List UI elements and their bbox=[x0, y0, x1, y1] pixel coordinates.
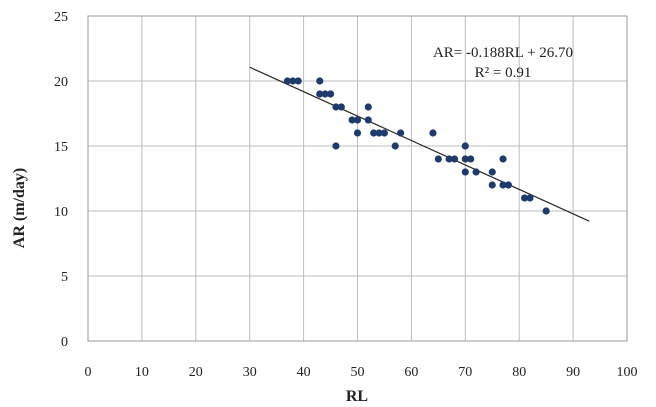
y-axis-ticks: 0 5 10 15 20 25 bbox=[54, 10, 68, 350]
data-point bbox=[461, 168, 469, 176]
trendline-equation: AR= -0.188RL + 26.70 bbox=[433, 45, 573, 61]
y-tick-label: 25 bbox=[54, 10, 68, 25]
data-point bbox=[450, 155, 459, 163]
y-tick-label: 0 bbox=[61, 335, 68, 350]
data-point bbox=[504, 181, 513, 189]
trendline-group bbox=[249, 66, 590, 222]
y-tick-label: 15 bbox=[54, 140, 68, 155]
x-tick-label: 30 bbox=[243, 365, 257, 380]
data-point bbox=[391, 142, 399, 150]
data-point bbox=[380, 129, 389, 137]
y-tick-label: 20 bbox=[54, 75, 68, 90]
data-point bbox=[337, 103, 345, 111]
x-tick-label: 0 bbox=[85, 365, 92, 380]
x-tick-label: 90 bbox=[566, 365, 580, 380]
r-squared-label: R² = 0.91 bbox=[475, 65, 532, 81]
x-axis-label: RL bbox=[346, 388, 368, 405]
data-point bbox=[364, 116, 372, 124]
data-point bbox=[434, 155, 442, 163]
data-points bbox=[283, 77, 550, 215]
x-tick-label: 10 bbox=[135, 365, 149, 380]
x-tick-label: 20 bbox=[189, 365, 203, 380]
data-point bbox=[321, 90, 329, 98]
data-point bbox=[526, 194, 534, 202]
data-point bbox=[445, 155, 453, 163]
x-tick-label: 50 bbox=[351, 365, 365, 380]
trendline bbox=[249, 66, 590, 222]
y-axis-label: AR (m/day) bbox=[11, 168, 28, 248]
data-point bbox=[472, 168, 480, 176]
data-point bbox=[499, 181, 507, 189]
x-tick-label: 80 bbox=[512, 365, 526, 380]
data-point bbox=[348, 116, 356, 124]
data-point bbox=[397, 129, 405, 137]
data-point bbox=[499, 155, 507, 163]
x-tick-label: 40 bbox=[297, 365, 311, 380]
data-point bbox=[488, 181, 496, 189]
data-point bbox=[332, 103, 340, 111]
data-point bbox=[332, 142, 340, 150]
x-tick-label: 100 bbox=[617, 365, 638, 380]
data-point bbox=[316, 77, 324, 85]
data-point bbox=[520, 194, 529, 202]
data-point bbox=[364, 103, 372, 111]
data-point bbox=[353, 116, 362, 124]
data-point bbox=[294, 77, 302, 85]
data-point bbox=[353, 129, 362, 137]
data-point bbox=[429, 129, 437, 137]
data-point bbox=[316, 90, 324, 98]
plot-area-frame bbox=[87, 15, 628, 342]
x-axis-ticks: 0 10 20 30 40 50 60 70 80 90 100 bbox=[85, 365, 638, 380]
data-point bbox=[326, 90, 335, 98]
data-point bbox=[467, 155, 475, 163]
data-point bbox=[283, 77, 292, 85]
data-point bbox=[461, 155, 469, 163]
y-tick-label: 10 bbox=[54, 205, 68, 220]
grid-lines bbox=[87, 15, 628, 342]
data-point bbox=[289, 77, 297, 85]
data-point bbox=[375, 129, 383, 137]
data-point bbox=[488, 168, 496, 176]
x-tick-label: 60 bbox=[404, 365, 418, 380]
y-tick-label: 5 bbox=[61, 270, 68, 285]
data-point bbox=[370, 129, 378, 137]
data-point bbox=[542, 207, 550, 215]
x-tick-label: 70 bbox=[458, 365, 472, 380]
data-point bbox=[461, 142, 469, 150]
